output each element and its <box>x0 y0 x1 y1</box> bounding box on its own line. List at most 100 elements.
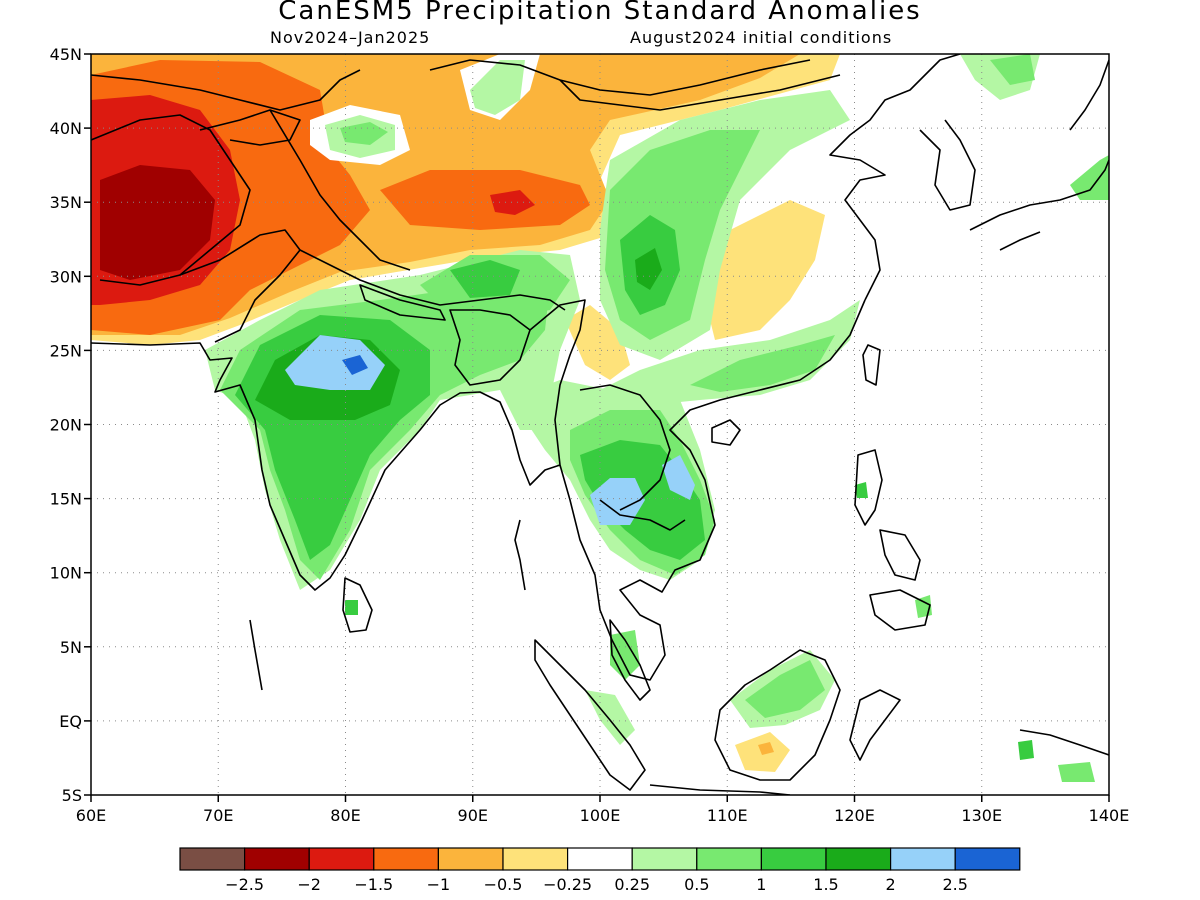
lat-tick-label: 30N <box>50 267 82 286</box>
coastline-hainan <box>711 419 741 446</box>
lat-tick-label: 35N <box>50 193 82 212</box>
colorbar-swatch <box>502 847 569 871</box>
anomaly-dry-red-tibet <box>490 190 535 215</box>
colorbar-label: 0.25 <box>614 875 650 894</box>
coastline-borneo <box>714 649 841 781</box>
colorbar-label: 1.5 <box>813 875 838 894</box>
anomaly-wet-lightblue-india <box>285 335 385 390</box>
anomaly-dry-yellow-china <box>705 200 825 340</box>
border-nepal <box>359 284 446 321</box>
lon-tick-label: 60E <box>76 806 106 825</box>
lon-tick-label: 110E <box>707 806 748 825</box>
lon-tick-label: 80E <box>330 806 360 825</box>
coastline-bay-of-bengal-islands <box>249 519 526 691</box>
anomaly-wet-green-central-asia <box>340 122 388 145</box>
coastline-china-east <box>829 54 961 301</box>
anomaly-dry-darkred <box>100 165 215 280</box>
coastline-philippines <box>854 449 931 631</box>
anomaly-wet-green-malaya <box>610 630 640 680</box>
colorbar-label: −2.5 <box>225 875 264 894</box>
coastline-sulawesi <box>849 689 901 761</box>
colorbar-swatch <box>437 847 504 871</box>
anomaly-wet-green-se-china <box>690 335 835 392</box>
border-thailand-cambodia <box>599 499 686 531</box>
colorbar-label: −2 <box>297 875 321 894</box>
colorbar-label: −1.5 <box>354 875 393 894</box>
colorbar-swatch <box>889 847 956 871</box>
anomaly-shading <box>91 54 1109 782</box>
border-china-west <box>269 109 411 271</box>
border-central-asia <box>91 69 361 111</box>
anomaly-wet-light-green-se-china <box>600 300 860 405</box>
colorbar-swatch <box>179 847 246 871</box>
border-myanmar <box>529 299 586 466</box>
colorbar-swatch <box>373 847 439 871</box>
lat-tick-label: 5S <box>62 786 82 805</box>
coastline-indochina <box>559 299 866 681</box>
colorbar-label: 0.5 <box>684 875 709 894</box>
forecast-period: Nov2024–Jan2025 <box>270 28 431 47</box>
border-mongolia <box>429 59 811 96</box>
border-kyrgyz-tajik <box>199 109 301 146</box>
anomaly-wet-dark-green-sichuan <box>635 248 662 290</box>
colorbar-label: 2.5 <box>942 875 967 894</box>
colorbar-label: −0.5 <box>484 875 523 894</box>
lon-tick-label: 120E <box>834 806 875 825</box>
lat-tick-label: 25N <box>50 341 82 360</box>
coastlines <box>91 54 1109 795</box>
initial-conditions: August2024 initial conditions <box>630 28 893 47</box>
anomaly-wet-blue-india <box>342 355 368 375</box>
anomaly-wet-green-borneo <box>745 660 825 718</box>
coastline-malaya <box>609 619 651 701</box>
colorbar-label: 2 <box>886 875 896 894</box>
colorbar-swatch <box>244 847 310 871</box>
colorbar-swatch <box>954 847 1021 871</box>
lat-tick-label: 45N <box>50 45 82 64</box>
lon-tick-label: 100E <box>580 806 621 825</box>
colorbar-swatch <box>696 847 762 871</box>
colorbar: −2.5 −2 −1.5 −1 −0.5 −0.25 0.25 0.5 1 1.5 2 2.5 <box>179 847 1021 894</box>
lon-tick-label: 70E <box>203 806 233 825</box>
anomaly-wet-light-green-sumatra <box>585 690 635 745</box>
border-afghanistan <box>91 114 251 286</box>
colorbar-swatch <box>631 847 698 871</box>
border-bangladesh-ne-india <box>449 309 531 386</box>
coastline-new-guinea <box>1019 729 1109 756</box>
anomaly-wet-lightblue-vietnam <box>662 455 695 500</box>
coastline-arabian-sea-india <box>91 342 561 591</box>
map-title: CanESM5 Precipitation Standard Anomalies <box>278 0 922 26</box>
coastline-sumatra <box>534 639 646 791</box>
colorbar-label: 1 <box>756 875 766 894</box>
anomaly-dry-borneo-orange <box>758 742 774 755</box>
colorbar-swatch <box>760 847 827 871</box>
lat-tick-label: 40N <box>50 119 82 138</box>
coastline-java <box>649 784 791 795</box>
colorbar-swatch <box>308 847 375 871</box>
anomaly-wet-green-papua <box>1058 762 1095 782</box>
colorbar-swatch <box>825 847 892 871</box>
border-mongolia-south <box>559 74 841 111</box>
coastline-taiwan <box>862 344 881 386</box>
coastline-srilanka <box>342 577 373 633</box>
colorbar-swatch <box>566 847 633 871</box>
coastline-korea <box>919 119 976 211</box>
lat-tick-label: 10N <box>50 564 82 583</box>
anomaly-dry-orange-tibet <box>380 170 590 230</box>
lon-tick-label: 140E <box>1089 806 1130 825</box>
colorbar-label: −1 <box>427 875 451 894</box>
anomaly-wet-mid-green-tibet <box>450 260 520 298</box>
anomaly-wet-green-ne <box>990 54 1035 85</box>
lon-tick-label: 130E <box>961 806 1002 825</box>
lat-tick-label: EQ <box>59 712 82 731</box>
coastline-japan <box>969 59 1109 251</box>
anomaly-wet-green-japan <box>1070 155 1109 200</box>
border-laos-vietnam <box>579 384 671 511</box>
lat-tick-label: 15N <box>50 490 82 509</box>
anomaly-wet-green-moluccas <box>1018 740 1034 760</box>
anomaly-wet-light-green-mongolia <box>470 60 525 115</box>
lat-tick-label: 20N <box>50 416 82 435</box>
anomaly-wet-green-luzon <box>855 482 868 498</box>
anomaly-wet-lightblue-thailand <box>590 478 645 525</box>
